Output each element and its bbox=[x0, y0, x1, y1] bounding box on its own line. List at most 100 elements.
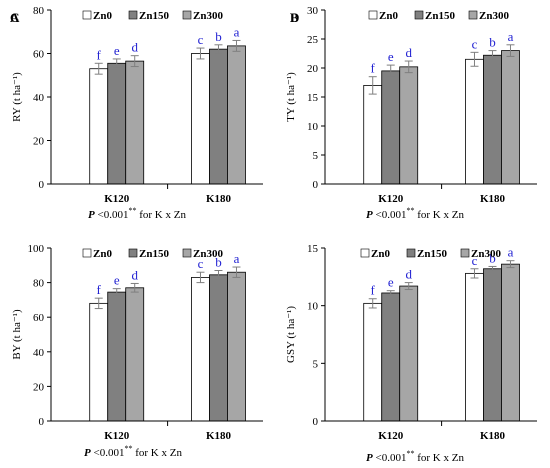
significance-stars: ** bbox=[406, 206, 414, 215]
significance-letter: f bbox=[97, 47, 102, 62]
x-tick-label: K120 bbox=[104, 430, 130, 442]
interaction-label: for K x Zn bbox=[136, 209, 186, 221]
significance-letter: d bbox=[131, 40, 138, 55]
significance-letter: f bbox=[371, 61, 376, 76]
y-tick-label: 10 bbox=[307, 301, 319, 313]
significance-letter: b bbox=[215, 254, 222, 269]
y-tick-label: 80 bbox=[33, 5, 45, 17]
panel-b: B 0 5 10 15 20 25 30 TY (t ha⁻¹) fe d K120 c b a K180 Zn… bbox=[285, 5, 537, 221]
bar-zn150-k120 bbox=[381, 292, 401, 422]
significance-note: P <0.001** for K x Zn bbox=[88, 206, 186, 221]
p-symbol: P bbox=[88, 209, 95, 221]
p-symbol: P bbox=[366, 209, 373, 221]
x-tick-label: K180 bbox=[206, 430, 232, 442]
legend-label: Zn300 bbox=[471, 248, 501, 260]
legend-label: Zn0 bbox=[93, 248, 112, 260]
p-value: <0.001 bbox=[373, 452, 407, 464]
p-value: <0.001 bbox=[91, 447, 125, 459]
legend-swatch-zn0 bbox=[82, 10, 92, 20]
significance-letter: c bbox=[198, 256, 204, 271]
x-tick-label: K180 bbox=[206, 193, 232, 205]
y-tick-label: 10 bbox=[307, 121, 319, 133]
bar-zn0-k120 bbox=[363, 302, 383, 422]
significance-letter: f bbox=[371, 283, 376, 298]
bar-zn150-k180 bbox=[483, 54, 502, 185]
significance-letter: d bbox=[405, 45, 412, 60]
y-tick-label: 0 bbox=[313, 416, 319, 428]
bar-zn300-k120 bbox=[399, 66, 419, 185]
legend-swatch-zn300 bbox=[182, 248, 192, 258]
legend-swatch-zn0 bbox=[360, 248, 370, 258]
legend-label: Zn150 bbox=[417, 248, 447, 260]
significance-letter: b bbox=[489, 250, 496, 265]
legend-label: Zn0 bbox=[379, 10, 398, 22]
y-tick-label: 80 bbox=[33, 278, 45, 290]
x-tick-label: K120 bbox=[104, 193, 130, 205]
y-tick-label: 5 bbox=[313, 358, 319, 370]
significance-letter: f bbox=[97, 282, 102, 297]
x-tick-label: K120 bbox=[378, 193, 404, 205]
significance-letter: a bbox=[234, 24, 240, 39]
bar-zn300-k180 bbox=[227, 45, 246, 185]
legend-swatch-zn150 bbox=[406, 248, 416, 258]
legend-swatch-zn300 bbox=[460, 248, 470, 258]
x-tick-label: K120 bbox=[378, 430, 404, 442]
legend-label: Zn300 bbox=[193, 248, 223, 260]
bar-zn0-k180 bbox=[465, 58, 484, 185]
y-tick-label: 40 bbox=[33, 92, 45, 104]
significance-note: P <0.001** for K x Zn bbox=[84, 444, 182, 459]
bar-zn150-k120 bbox=[107, 62, 127, 185]
legend-swatch-zn0 bbox=[368, 10, 378, 20]
bar-zn150-k120 bbox=[381, 70, 401, 185]
bar-zn150-k180 bbox=[209, 274, 228, 422]
panel-letter: B bbox=[290, 10, 299, 25]
significance-letter: d bbox=[405, 267, 412, 282]
legend-label: Zn150 bbox=[425, 10, 455, 22]
bar-zn300-k180 bbox=[227, 271, 246, 422]
legend-swatch-zn300 bbox=[468, 10, 478, 20]
interaction-label: for K x Zn bbox=[414, 452, 464, 464]
bar-zn0-k180 bbox=[465, 272, 484, 422]
y-tick-label: 0 bbox=[39, 179, 45, 191]
x-tick-label: K180 bbox=[480, 430, 506, 442]
p-value: <0.001 bbox=[373, 209, 407, 221]
x-tick-label: K180 bbox=[480, 193, 506, 205]
significance-letter: a bbox=[508, 245, 514, 260]
significance-letter: c bbox=[472, 36, 478, 51]
bar-zn0-k120 bbox=[89, 68, 109, 185]
y-tick-label: 0 bbox=[39, 416, 45, 428]
bar-zn0-k120 bbox=[363, 85, 383, 185]
panel-letter: A bbox=[10, 10, 20, 25]
y-tick-label: 5 bbox=[313, 150, 319, 162]
bar-zn300-k180 bbox=[501, 263, 520, 422]
significance-letter: a bbox=[234, 251, 240, 266]
legend-swatch-zn0 bbox=[82, 248, 92, 258]
y-axis-label: TY (t ha⁻¹) bbox=[285, 72, 297, 122]
y-tick-label: 20 bbox=[33, 381, 45, 393]
panel-a: A 0 20 40 60 80 RY (t ha⁻¹) f e d K120 c b a K180 Zn0 Zn… bbox=[10, 5, 263, 221]
y-tick-label: 15 bbox=[307, 243, 319, 255]
significance-letter: c bbox=[472, 253, 478, 268]
legend-label: Zn150 bbox=[139, 248, 169, 260]
significance-letter: b bbox=[215, 29, 222, 44]
legend-label: Zn150 bbox=[139, 10, 169, 22]
panel-letter: C bbox=[10, 10, 19, 25]
y-tick-label: 20 bbox=[307, 63, 319, 75]
significance-letter: c bbox=[198, 32, 204, 47]
p-symbol: P bbox=[366, 452, 373, 464]
significance-letter: e bbox=[388, 49, 394, 64]
y-tick-label: 30 bbox=[307, 5, 319, 17]
y-axis-label: GSY (t ha⁻¹) bbox=[285, 306, 297, 363]
bar-zn0-k120 bbox=[89, 302, 109, 422]
y-tick-label: 60 bbox=[33, 312, 45, 324]
legend-label: Zn300 bbox=[479, 10, 509, 22]
bar-zn150-k180 bbox=[483, 268, 502, 422]
bar-zn0-k180 bbox=[191, 277, 210, 422]
y-tick-label: 40 bbox=[33, 347, 45, 359]
legend-swatch-zn150 bbox=[414, 10, 424, 20]
p-symbol: P bbox=[84, 447, 91, 459]
y-tick-label: 25 bbox=[307, 34, 319, 46]
significance-letter: a bbox=[508, 29, 514, 44]
